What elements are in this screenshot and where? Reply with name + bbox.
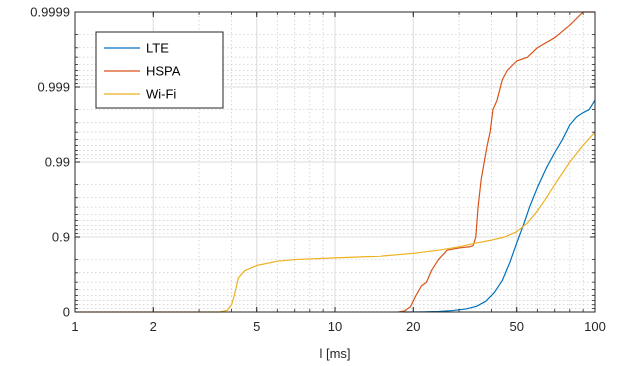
x-tick-label: 1 (71, 319, 78, 334)
series-layer (75, 11, 596, 313)
x-tick-label: 10 (328, 319, 342, 334)
legend-box (95, 31, 224, 109)
y-tick-label: 0.999 (37, 80, 70, 95)
legend-label-lte: LTE (146, 41, 169, 56)
x-tick-label: 20 (406, 319, 420, 334)
legend-label-wi-fi: Wi-Fi (146, 87, 176, 102)
y-tick-label: 0.99 (45, 155, 70, 170)
y-tick-label: 0.9 (52, 230, 70, 245)
y-tick-label: 0.9999 (30, 5, 70, 20)
series-line-wi-fi (75, 131, 596, 313)
legend: LTE HSPA Wi-Fi (95, 31, 224, 109)
series-line-hspa (398, 11, 595, 313)
series-line-lte (404, 99, 596, 313)
x-tick-label: 2 (150, 319, 157, 334)
tick-labels: 1 2 5 10 20 50 100 0 0.9 0.99 0.999 0.9999 (30, 5, 606, 335)
x-tick-label: 100 (584, 319, 606, 334)
x-axis-label: l [ms] (319, 346, 350, 361)
y-tick-label: 0 (63, 305, 70, 320)
tick-marks (74, 11, 596, 313)
legend-label-hspa: HSPA (146, 64, 181, 79)
x-tick-label: 50 (509, 319, 523, 334)
x-tick-label: 5 (253, 319, 260, 334)
legend-items: LTE HSPA Wi-Fi (104, 41, 181, 102)
